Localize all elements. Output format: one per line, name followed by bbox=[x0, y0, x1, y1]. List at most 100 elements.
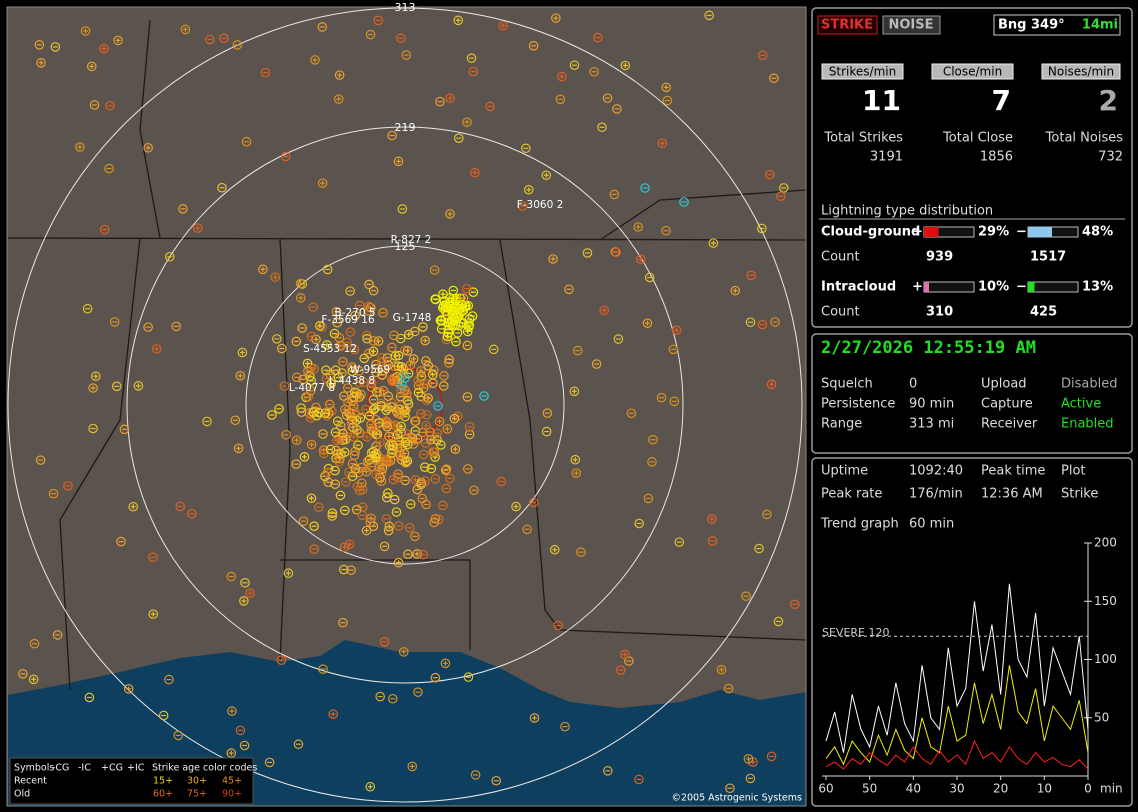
strike-symbol bbox=[612, 104, 622, 114]
strike-symbol bbox=[440, 465, 451, 475]
strike-ring bbox=[640, 183, 650, 193]
strike-ring bbox=[400, 437, 411, 448]
strike-symbol bbox=[730, 285, 741, 296]
strike-symbol bbox=[458, 293, 469, 304]
strike-ring bbox=[436, 315, 447, 326]
strike-ring bbox=[380, 455, 390, 465]
strike-ring bbox=[291, 336, 302, 347]
strike-ring bbox=[378, 307, 388, 318]
strike-ring bbox=[318, 445, 329, 455]
strike-symbol bbox=[386, 402, 397, 412]
strike-symbol bbox=[371, 359, 381, 370]
strike-symbol bbox=[311, 410, 322, 421]
strike-symbol bbox=[18, 668, 28, 679]
strike-ring bbox=[432, 428, 442, 439]
strike-symbol bbox=[99, 224, 110, 235]
strike-ring bbox=[613, 334, 624, 344]
strike-symbol bbox=[35, 455, 46, 465]
strike-symbol bbox=[609, 189, 620, 200]
strike-ring bbox=[442, 424, 453, 434]
strike-symbol bbox=[403, 329, 414, 340]
legend-age: 15+ bbox=[153, 776, 173, 787]
strike-symbol bbox=[394, 521, 404, 531]
x-tick-label: 50 bbox=[862, 782, 877, 796]
strike-symbol bbox=[119, 424, 130, 435]
strike-ring bbox=[550, 544, 560, 555]
strike-symbol bbox=[363, 456, 373, 466]
strike-ring bbox=[570, 454, 581, 465]
count: 310 bbox=[926, 305, 953, 320]
strike-ring bbox=[111, 381, 122, 392]
legend-header: -CG bbox=[52, 763, 69, 774]
strike-symbol bbox=[769, 73, 779, 84]
strike-ring bbox=[230, 415, 241, 426]
strike-ring bbox=[462, 117, 472, 127]
strike-symbol bbox=[245, 588, 255, 598]
strike-symbol bbox=[402, 456, 413, 466]
strike-symbol bbox=[89, 100, 100, 110]
percent: 13% bbox=[1082, 280, 1113, 295]
strike-symbol bbox=[674, 537, 685, 547]
strike-button[interactable] bbox=[817, 15, 878, 35]
x-tick-label: 0 bbox=[1084, 782, 1092, 796]
strike-ring bbox=[338, 617, 348, 628]
strike-ring bbox=[235, 370, 246, 381]
strike-ring bbox=[488, 344, 499, 355]
strike-ring bbox=[402, 456, 413, 466]
strike-symbol bbox=[91, 371, 101, 382]
strike-symbol bbox=[470, 770, 481, 780]
strike-ring bbox=[267, 410, 277, 420]
strike-ring bbox=[389, 330, 399, 341]
strike-ring bbox=[318, 664, 328, 674]
strike-ring bbox=[370, 452, 380, 462]
status-text: Range bbox=[821, 417, 862, 432]
strike-symbol bbox=[328, 709, 339, 719]
strike-ring bbox=[317, 22, 328, 32]
strike-ring bbox=[420, 462, 430, 472]
strike-ring bbox=[757, 223, 767, 234]
strike-ring bbox=[366, 377, 377, 388]
legend-header: Strike age color codes bbox=[152, 763, 257, 774]
strike-ring bbox=[99, 224, 110, 235]
bar-fill bbox=[1028, 227, 1052, 237]
strike-symbol bbox=[441, 464, 452, 474]
strike-ring bbox=[445, 473, 455, 484]
strike-symbol bbox=[449, 413, 460, 424]
strike-ring bbox=[310, 55, 320, 65]
strike-symbol bbox=[116, 536, 126, 547]
strike-ring bbox=[679, 197, 689, 207]
strike-ring bbox=[418, 549, 429, 560]
strike-ring bbox=[361, 525, 372, 536]
strike-ring bbox=[463, 672, 474, 682]
strike-symbol bbox=[34, 40, 45, 50]
strike-ring bbox=[597, 122, 607, 133]
strike-ring bbox=[404, 523, 415, 533]
strike-ring bbox=[349, 344, 360, 355]
noise-button[interactable] bbox=[882, 15, 941, 35]
strike-ring bbox=[364, 279, 374, 290]
strike-symbol bbox=[434, 416, 445, 427]
strike-ring bbox=[723, 683, 734, 694]
strike-symbol bbox=[400, 437, 411, 448]
strike-ring bbox=[453, 15, 463, 26]
strike-ring bbox=[451, 336, 461, 347]
strike-ring bbox=[302, 358, 313, 369]
strike-ring bbox=[345, 286, 355, 296]
strike-symbol bbox=[553, 620, 563, 631]
strike-symbol bbox=[396, 421, 406, 432]
strike-ring bbox=[344, 539, 355, 550]
strike-symbol bbox=[413, 687, 423, 697]
strike-ring bbox=[398, 647, 409, 657]
strike-symbol bbox=[401, 457, 411, 468]
strike-symbol bbox=[541, 170, 552, 181]
strike-ring bbox=[511, 501, 521, 512]
strike-ring bbox=[402, 346, 413, 356]
strike-ring bbox=[430, 672, 441, 683]
strike-ring bbox=[322, 410, 332, 421]
strike-symbol bbox=[75, 142, 85, 152]
strike-symbol bbox=[345, 327, 356, 337]
strike-ring bbox=[467, 311, 478, 321]
strike-symbol bbox=[662, 95, 673, 106]
strike-ring bbox=[708, 238, 719, 248]
strike-symbol bbox=[754, 543, 764, 554]
